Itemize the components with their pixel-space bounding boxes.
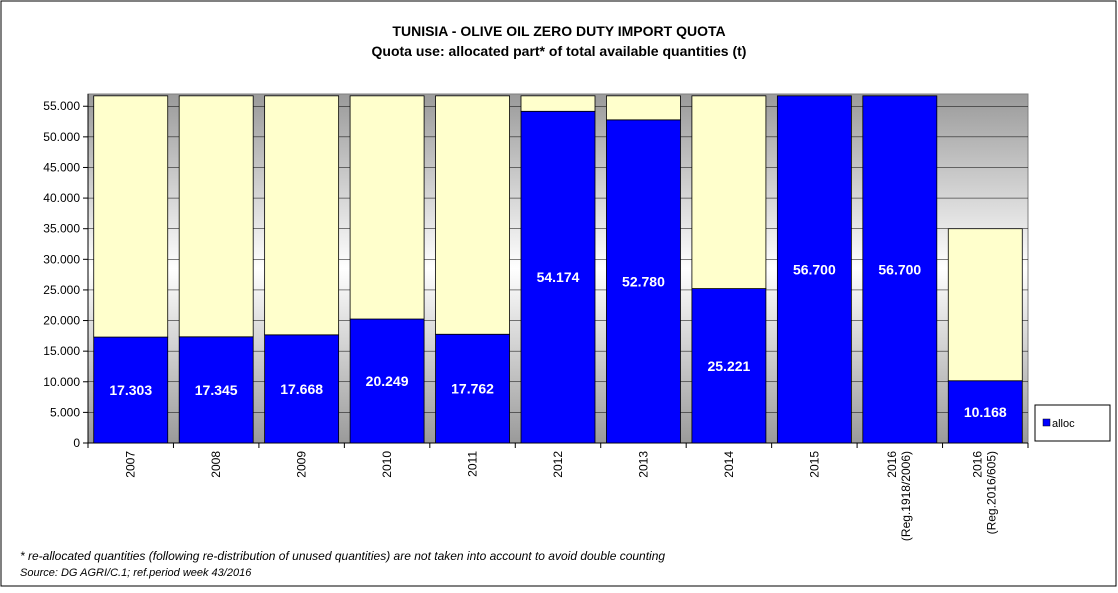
x-tick-label: 2013 — [636, 451, 650, 478]
bar-segment — [520, 110, 596, 444]
data-label: 17.345 — [195, 382, 238, 398]
x-tick-label: 2015 — [807, 451, 821, 478]
data-label: 25.221 — [707, 358, 750, 374]
bar-segment — [947, 380, 1023, 444]
data-label: 17.668 — [280, 381, 323, 397]
data-label: 56.700 — [793, 261, 836, 277]
data-label: 10.168 — [964, 404, 1007, 420]
y-tick-label: 30.000 — [43, 252, 80, 266]
bar-segment — [520, 95, 596, 112]
y-tick-label: 55.000 — [43, 99, 80, 113]
bar-segment — [178, 95, 254, 338]
legend-swatch — [1042, 418, 1051, 427]
x-tick-label-line: (Reg.2016/605) — [984, 451, 998, 538]
y-tick-label: 0 — [73, 436, 80, 450]
data-label: 17.303 — [109, 382, 152, 398]
bar-segment — [947, 228, 1023, 382]
y-tick-label: 40.000 — [43, 191, 80, 205]
bar-segment — [264, 334, 340, 444]
bar-segment — [349, 318, 425, 444]
data-label: 17.762 — [451, 381, 494, 397]
source-note: Source: DG AGRI/C.1; ref.period week 43/… — [20, 567, 252, 579]
bar-segment — [606, 95, 681, 121]
y-tick-label: 35.000 — [43, 222, 80, 236]
x-tick-label: 2007 — [124, 451, 138, 478]
x-tick-label: 2016 (Reg.2016/605) — [970, 451, 998, 538]
bar-segment — [435, 95, 510, 335]
bar-segment — [93, 95, 169, 338]
y-tick-label: 20.000 — [43, 314, 80, 328]
bar-segment — [776, 95, 852, 444]
x-tick-label: 2008 — [209, 451, 223, 478]
bar-segment — [349, 95, 425, 320]
x-tick-label-line: 2016 — [885, 451, 899, 478]
chart-title: TUNISIA - OLIVE OIL ZERO DUTY IMPORT QUO… — [392, 23, 725, 39]
data-label: 54.174 — [537, 269, 580, 285]
data-label: 56.700 — [878, 261, 921, 277]
x-tick-label: 2016 (Reg.1918/2006) — [885, 451, 913, 545]
y-tick-label: 10.000 — [43, 375, 80, 389]
y-tick-label: 5.000 — [50, 405, 80, 419]
data-label: 20.249 — [366, 373, 409, 389]
bar-segment — [264, 95, 340, 336]
x-tick-label-line: 2016 — [970, 451, 984, 478]
y-tick-label: 15.000 — [43, 344, 80, 358]
x-tick-label: 2009 — [295, 451, 309, 478]
bar-segment — [691, 95, 767, 289]
y-tick-label: 25.000 — [43, 283, 80, 297]
footnote: * re-allocated quantities (following re-… — [20, 549, 665, 563]
bar-segment — [93, 336, 169, 444]
x-tick-label-line: (Reg.1918/2006) — [899, 451, 913, 544]
data-label: 52.780 — [622, 273, 665, 289]
x-tick-label: 2010 — [380, 451, 394, 478]
x-tick-label: 2012 — [551, 451, 565, 478]
x-tick-label: 2014 — [722, 451, 736, 478]
y-tick-label: 50.000 — [43, 130, 80, 144]
legend-label: alloc — [1052, 418, 1075, 430]
bar-segment — [862, 95, 938, 444]
bar-segment — [435, 333, 510, 444]
bar-segment — [606, 119, 681, 444]
y-tick-label: 45.000 — [43, 160, 80, 174]
chart-subtitle: Quota use: allocated part* of total avai… — [372, 43, 747, 59]
x-tick-label: 2011 — [466, 451, 480, 477]
